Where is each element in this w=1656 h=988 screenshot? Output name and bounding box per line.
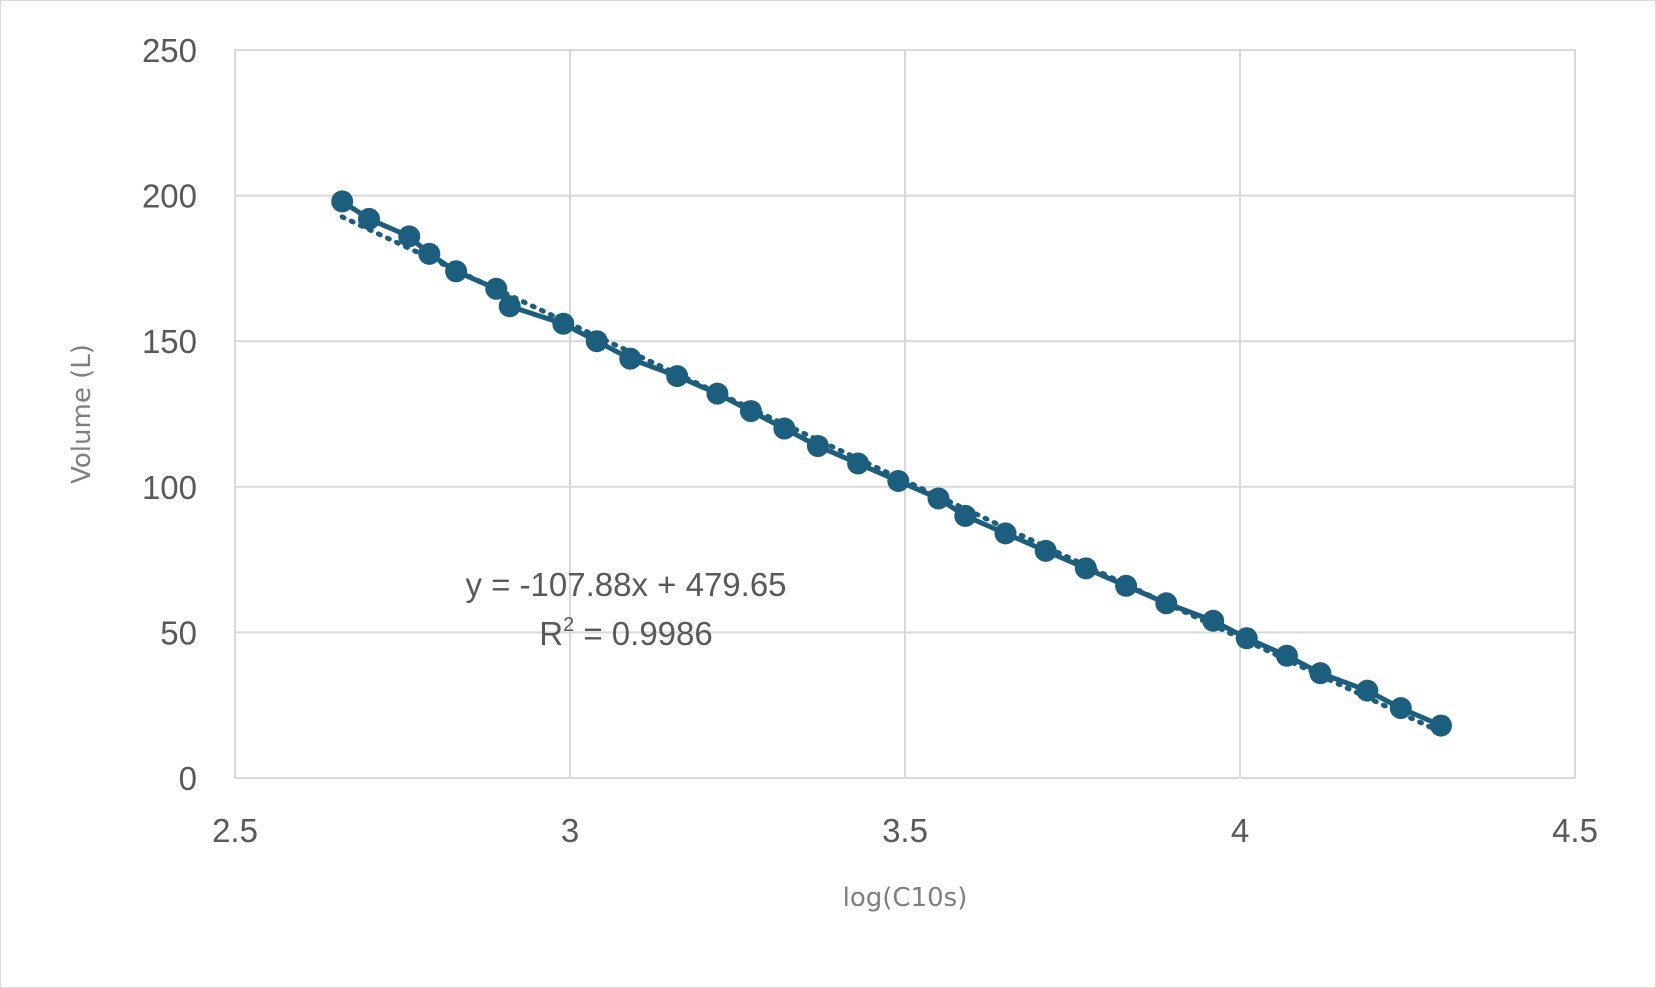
data-point [1034, 539, 1057, 562]
data-point [1309, 662, 1332, 685]
data-point [1389, 697, 1412, 720]
data-point [773, 417, 796, 440]
r2-value: = 0.9986 [574, 615, 713, 652]
data-point [666, 365, 689, 388]
data-point [1356, 679, 1379, 702]
x-tick-label: 4 [1231, 812, 1249, 849]
y-tick-label: 50 [160, 614, 197, 651]
data-point [1155, 592, 1178, 615]
data-point [994, 522, 1017, 545]
data-point [739, 400, 762, 423]
x-tick-label: 3.5 [882, 812, 928, 849]
r2-exponent: 2 [563, 614, 574, 636]
data-point [887, 469, 910, 492]
data-point [954, 504, 977, 527]
trendline-equation: y = -107.88x + 479.65 [465, 566, 786, 603]
data-point [331, 190, 354, 213]
data-point [1115, 574, 1138, 597]
data-point [927, 487, 950, 510]
data-point [1202, 609, 1225, 632]
data-point [398, 225, 421, 248]
trendline [339, 214, 1444, 735]
plot-area-border [234, 49, 1576, 779]
data-point [418, 242, 441, 265]
x-tick-label: 3 [561, 812, 579, 849]
data-points [331, 190, 1452, 737]
data-point [706, 382, 729, 405]
data-point [485, 277, 508, 300]
x-tick-label: 2.5 [212, 812, 258, 849]
y-tick-label: 150 [142, 323, 197, 360]
trendline-group [339, 214, 1444, 735]
data-point [806, 435, 829, 458]
y-tick-label: 250 [142, 32, 197, 69]
data-point [1430, 714, 1452, 737]
gridlines [234, 49, 1576, 779]
x-axis-tick-labels: 2.5 3 3.5 4 4.5 [212, 812, 1598, 849]
series-line-group [340, 199, 1442, 728]
series-line [340, 199, 1442, 728]
x-tick-label: 4.5 [1552, 812, 1598, 849]
trendline-r-squared: R2 = 0.9986 [539, 614, 713, 652]
data-point [847, 452, 870, 475]
y-tick-label: 200 [142, 178, 197, 215]
data-point [1275, 644, 1298, 667]
data-point [498, 295, 521, 318]
r2-prefix: R [539, 615, 563, 652]
y-axis-tick-labels: 0 50 100 150 200 250 [142, 32, 197, 797]
x-axis-title: log(C10s) [843, 883, 968, 913]
data-point [358, 207, 380, 230]
data-point [552, 312, 575, 335]
data-point [1235, 627, 1258, 650]
data-point [1074, 557, 1097, 580]
y-tick-label: 0 [179, 760, 197, 797]
y-tick-label: 100 [142, 469, 197, 506]
data-point [585, 330, 608, 353]
data-point [445, 260, 468, 283]
y-axis-title: Volume (L) [67, 344, 97, 484]
data-point [619, 347, 642, 370]
